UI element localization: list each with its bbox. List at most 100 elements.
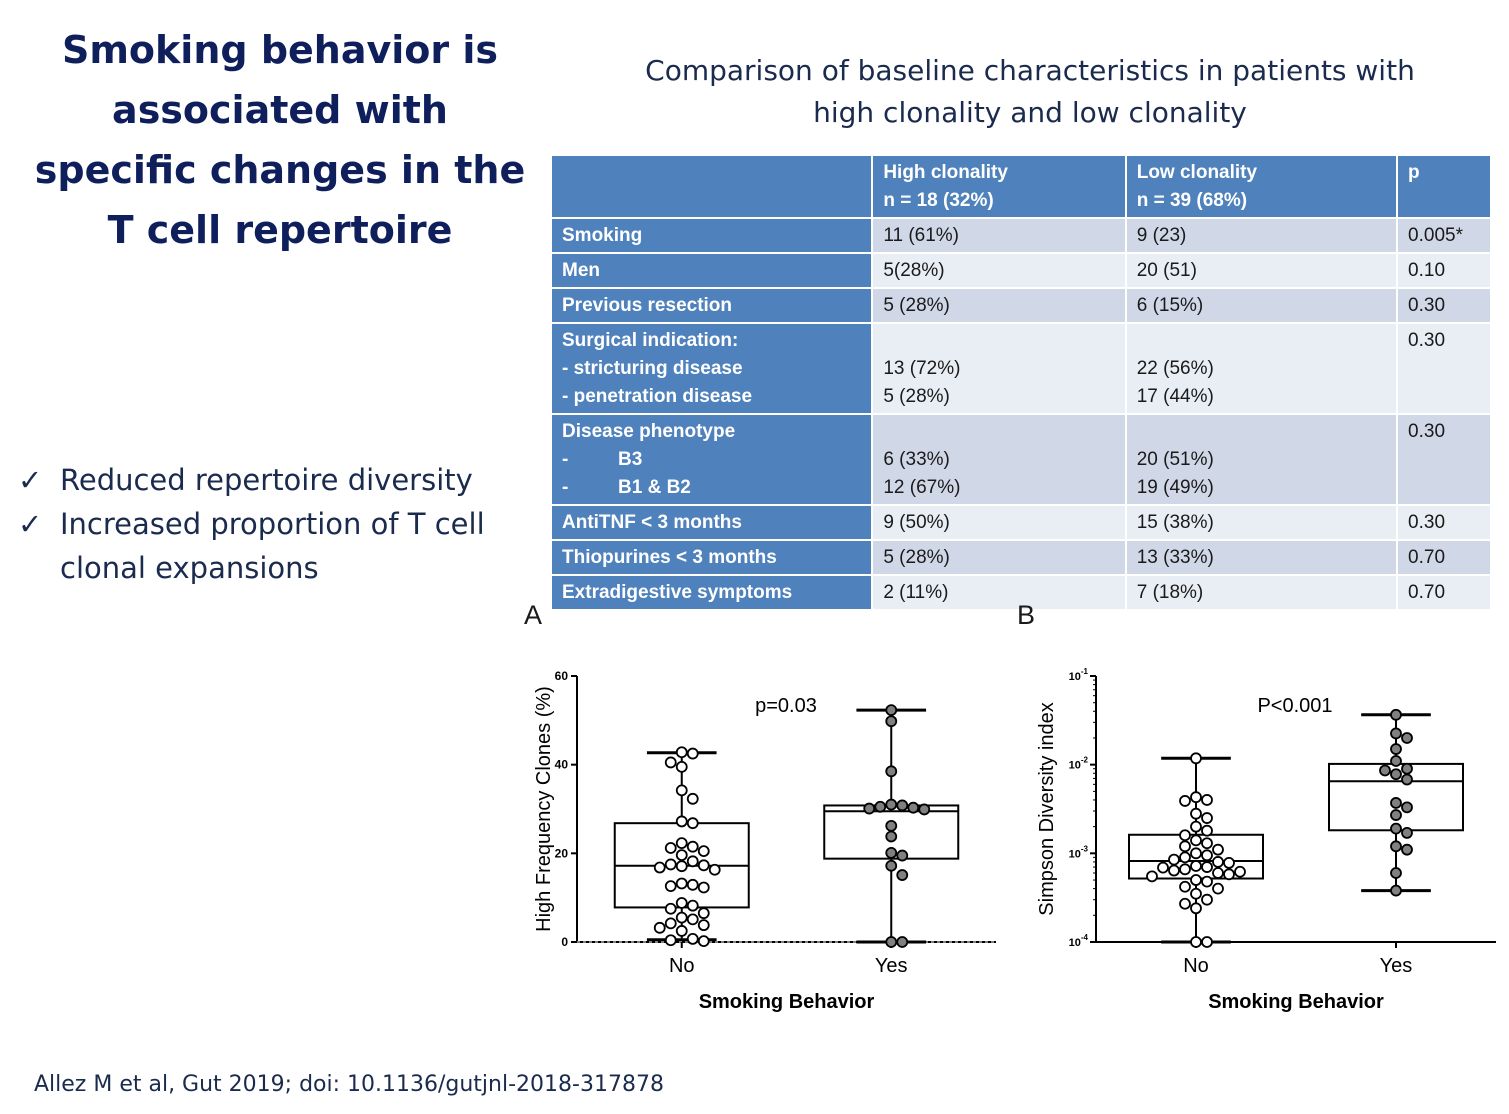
cell-p: 0.30	[1396, 504, 1492, 541]
data-point-no	[1201, 936, 1213, 948]
data-point-no	[686, 792, 699, 805]
data-point-yes	[896, 869, 909, 881]
data-point-no	[1201, 875, 1213, 888]
cell-value: 13 (72%)	[883, 358, 961, 379]
data-point-yes	[874, 800, 887, 813]
data-point-no	[697, 919, 710, 932]
cell-low: 9 (23)	[1124, 217, 1399, 254]
citation: Allez M et al, Gut 2019; doi: 10.1136/gu…	[34, 1072, 664, 1097]
data-point-no	[686, 899, 699, 912]
data-point-no	[697, 907, 710, 920]
cell-high: 6 (33%) 12 (67%)	[871, 413, 1127, 506]
row-label: Previous resection	[549, 287, 874, 324]
x-tick-label: No	[669, 955, 695, 977]
data-point-yes	[1390, 727, 1402, 740]
data-point-no	[675, 911, 688, 924]
data-point-no	[653, 921, 666, 934]
data-point-no	[653, 861, 666, 874]
row-dash: -	[562, 477, 569, 498]
data-point-yes	[1390, 797, 1402, 809]
data-point-yes	[885, 859, 898, 872]
data-point-yes	[1390, 884, 1402, 897]
table-row: Extradigestive symptoms 2 (11%) 7 (18%) …	[549, 574, 1492, 611]
cell-low: 20 (51%) 19 (49%)	[1124, 413, 1399, 506]
panel-label-b: B	[1017, 600, 1036, 630]
header-empty-cell	[549, 154, 874, 219]
data-point-no	[664, 880, 677, 893]
checkmark-icon: ✓	[18, 507, 43, 541]
row-label-text: Surgical indication:	[562, 330, 739, 351]
bullet-item: ✓ Increased proportion of T cell	[18, 502, 538, 546]
data-point-no	[1179, 897, 1191, 910]
panel-label-a: A	[524, 600, 543, 630]
x-axis-title: Smoking Behavior	[1208, 991, 1384, 1013]
data-point-no	[675, 746, 688, 759]
data-point-no	[675, 815, 688, 828]
bullet-text-continued: clonal expansions	[60, 551, 319, 585]
table-row: Men 5(28%) 20 (51) 0.10	[549, 252, 1492, 289]
y-tick-label: 20	[555, 846, 569, 860]
data-point-no	[1234, 865, 1246, 878]
row-label-text: Disease phenotype	[562, 421, 736, 442]
data-point-no	[1179, 795, 1191, 807]
data-point-yes	[1390, 768, 1402, 781]
data-point-no	[686, 878, 699, 891]
cell-value: 19 (49%)	[1136, 477, 1214, 498]
cell-p: 0.30	[1396, 287, 1492, 324]
data-point-yes	[885, 704, 898, 717]
cell-p: 0.30	[1396, 322, 1492, 415]
data-point-yes	[885, 830, 898, 843]
data-point-no	[697, 935, 710, 948]
header-p: p	[1396, 154, 1492, 219]
data-point-no	[1201, 812, 1213, 824]
checkmark-icon: ✓	[18, 463, 43, 497]
data-point-no	[686, 747, 699, 760]
data-point-yes	[1390, 743, 1402, 755]
data-point-yes	[896, 936, 909, 948]
table-row: Smoking 11 (61%) 9 (23) 0.005*	[549, 217, 1492, 254]
data-point-no	[1190, 847, 1202, 860]
data-point-no	[664, 917, 677, 930]
bullet-item: ✓ Reduced repertoire diversity	[18, 458, 538, 502]
cell-low: 22 (56%) 17 (44%)	[1124, 322, 1399, 415]
data-point-yes	[863, 802, 876, 815]
y-axis-title: Simpson Diversity index	[1036, 702, 1058, 915]
row-dash: -	[562, 449, 569, 470]
cell-value: 20 (51%)	[1136, 449, 1214, 470]
data-point-no	[1179, 840, 1191, 853]
x-tick-label: Yes	[1380, 955, 1413, 977]
row-label: Men	[549, 252, 874, 289]
table-row: Disease phenotype - B3 - B1 & B2 6 (33%) 1…	[549, 413, 1492, 506]
y-tick-label: 10-2	[1069, 756, 1089, 772]
data-point-no	[708, 863, 721, 876]
title-line: specific changes in the	[34, 148, 526, 192]
cell-low: 6 (15%)	[1124, 287, 1399, 324]
data-point-yes	[1390, 867, 1402, 879]
slide-title: Smoking behavior is associated with spec…	[30, 20, 530, 260]
data-point-no	[697, 859, 710, 872]
table-title-line: Comparison of baseline characteristics i…	[645, 54, 1415, 87]
y-axis-title: High Frequency Clones (%)	[533, 686, 555, 932]
data-point-yes	[885, 846, 898, 859]
data-point-no	[675, 925, 688, 937]
cell-low: 13 (33%)	[1124, 539, 1399, 576]
data-point-yes	[885, 936, 898, 948]
table-title-line: high clonality and low clonality	[813, 96, 1247, 129]
data-point-no	[1201, 824, 1213, 837]
data-point-yes	[1401, 762, 1413, 775]
data-point-no	[1201, 893, 1213, 906]
cell-value: 5 (28%)	[883, 386, 950, 407]
data-point-no	[1190, 791, 1202, 804]
cell-low: 15 (38%)	[1124, 504, 1399, 541]
data-point-no	[1190, 874, 1202, 886]
header-text: Low clonality	[1136, 162, 1258, 183]
data-point-no	[1223, 868, 1235, 881]
table-row: AntiTNF < 3 months 9 (50%) 15 (38%) 0.30	[549, 504, 1492, 541]
data-point-no	[697, 845, 710, 858]
data-point-no	[1190, 807, 1202, 820]
data-point-no	[1157, 861, 1169, 874]
data-point-no	[1168, 864, 1180, 877]
data-point-yes	[907, 801, 920, 814]
data-point-no	[697, 881, 710, 894]
y-tick-label: 60	[555, 669, 569, 683]
